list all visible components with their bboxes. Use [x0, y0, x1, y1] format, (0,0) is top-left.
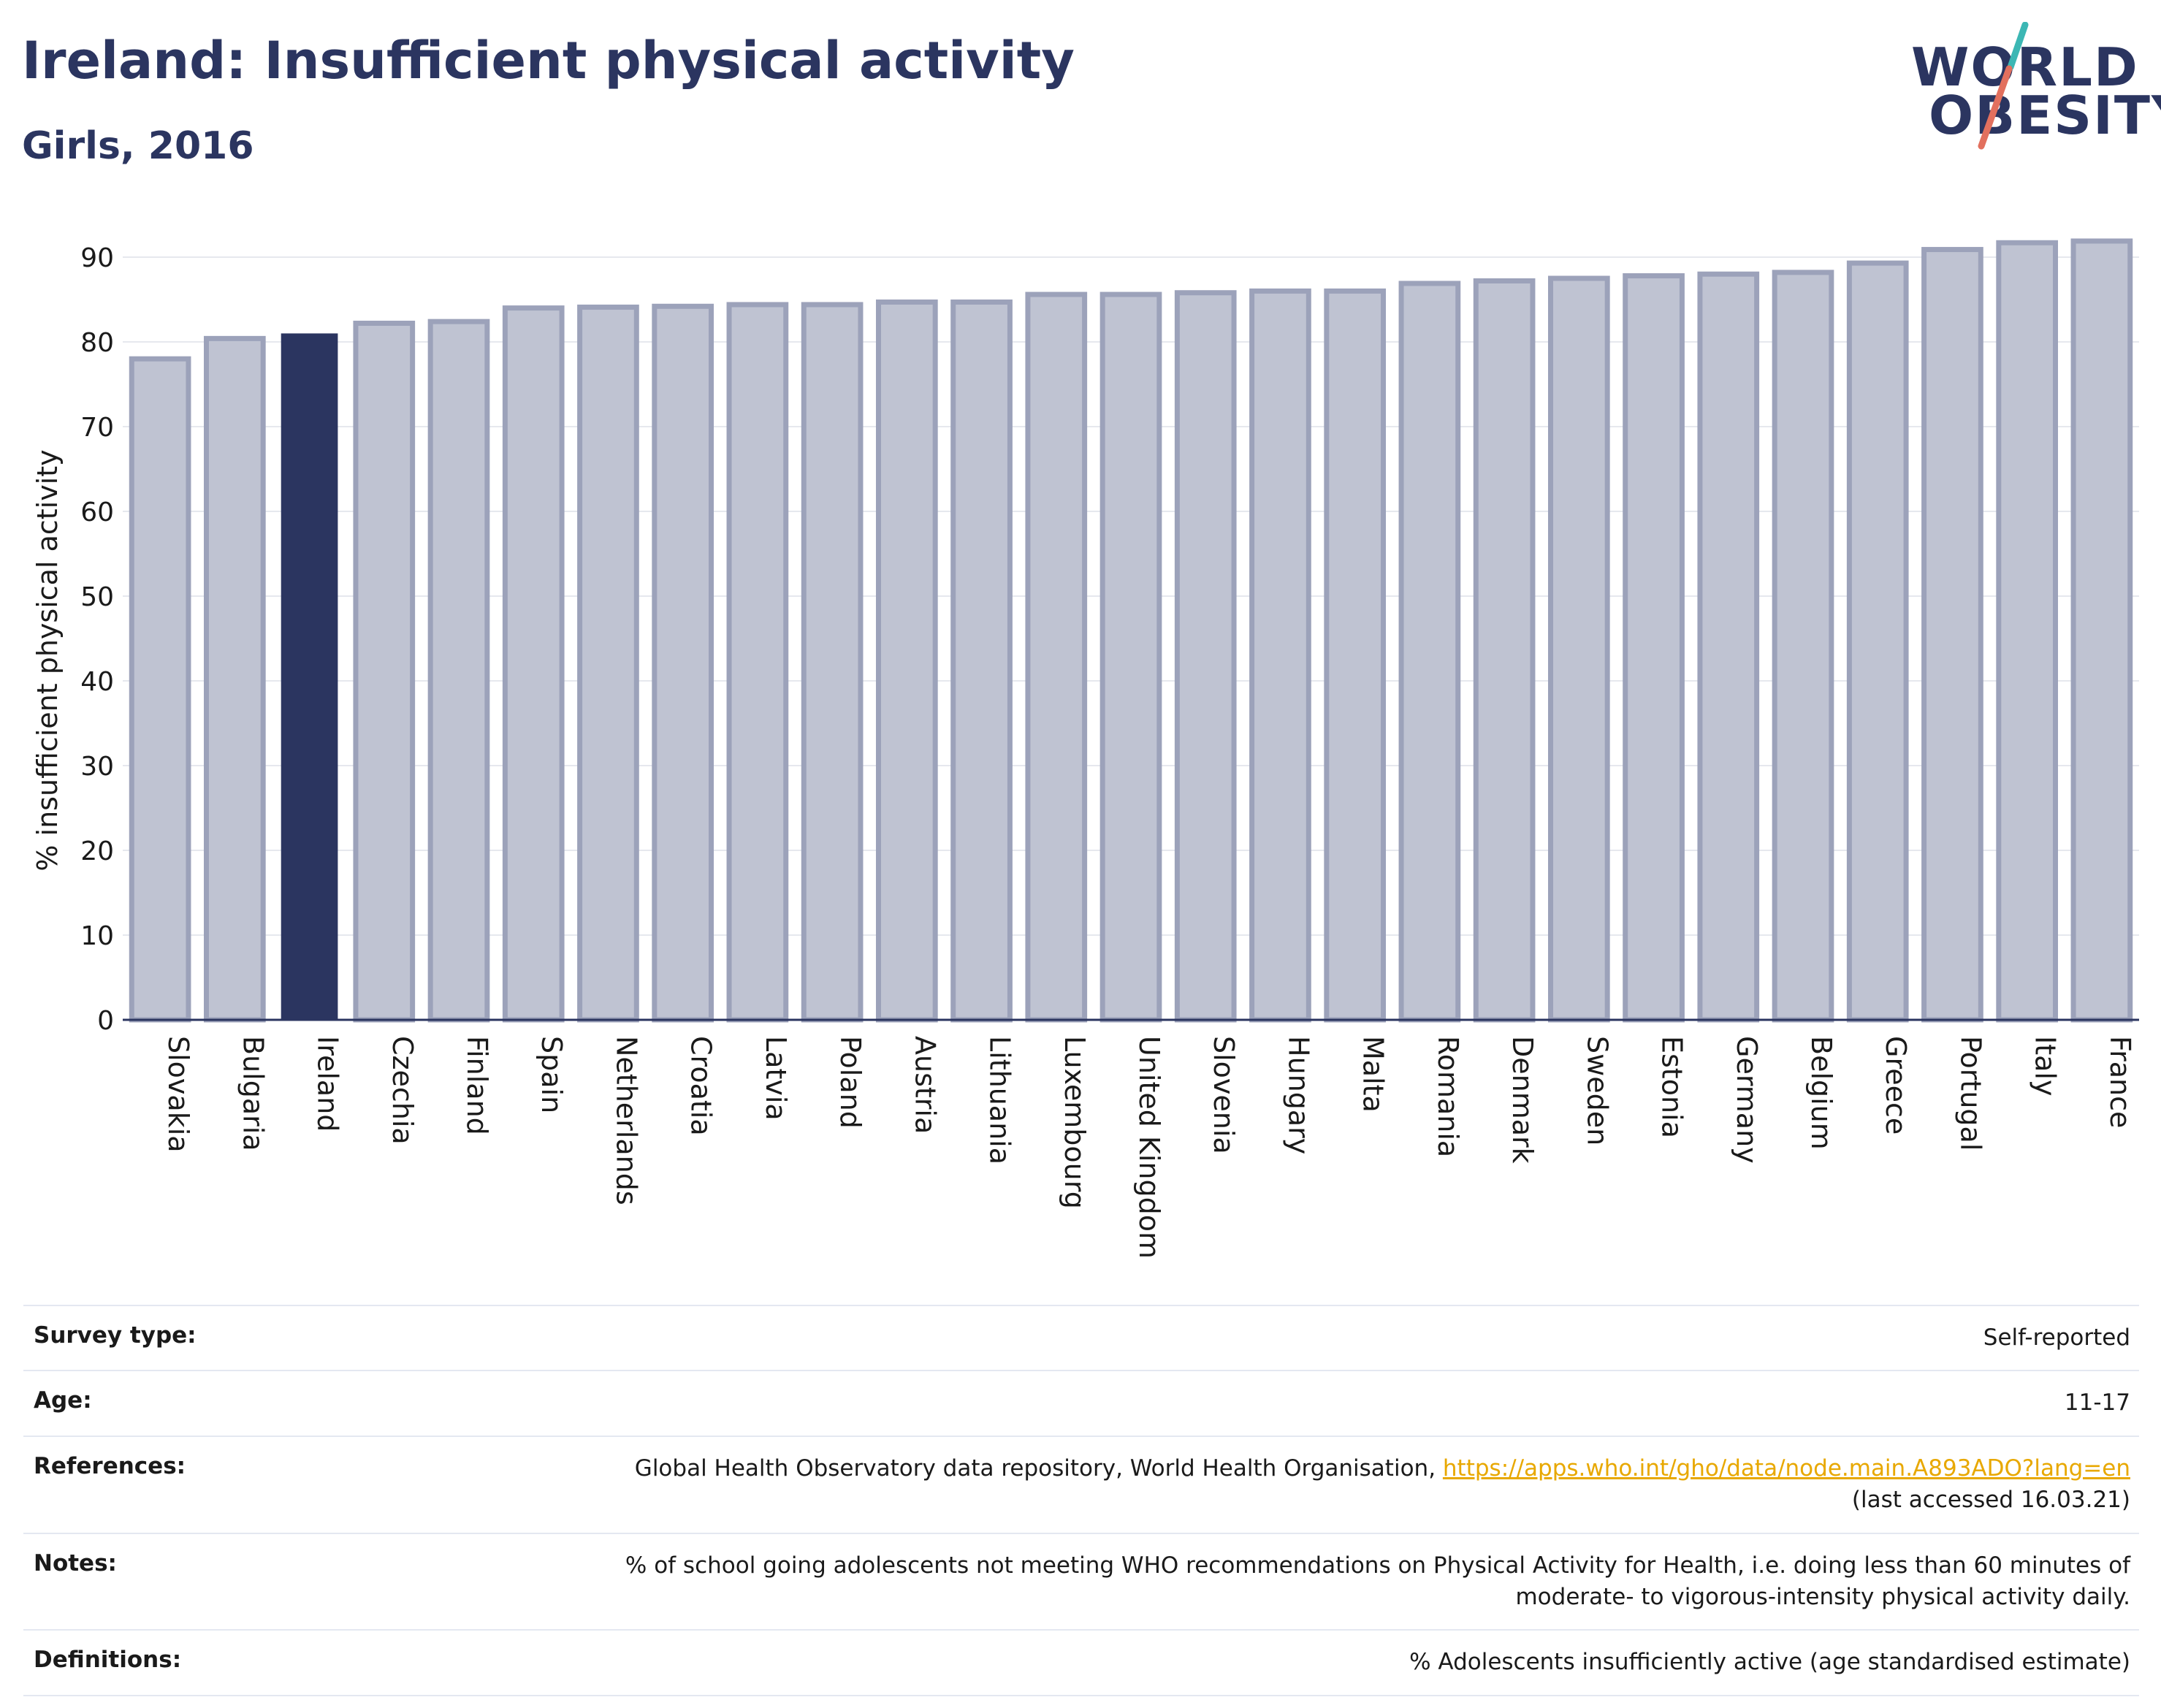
x-tick-label: Croatia [685, 1036, 717, 1136]
x-tick-label: Malta [1357, 1036, 1390, 1113]
y-tick-label: 70 [80, 413, 114, 443]
bar-slovenia [1174, 290, 1237, 1023]
x-tick-label: Finland [461, 1036, 493, 1135]
references-label: References: [34, 1452, 186, 1479]
bar-romania [1398, 281, 1461, 1023]
bar-denmark [1473, 278, 1536, 1023]
notes-label: Notes: [34, 1549, 117, 1577]
info-row-references: References: Global Health Observatory da… [23, 1435, 2139, 1533]
y-tick-label: 50 [80, 582, 114, 612]
notes-line-2: moderate- to vigorous-intensity physical… [1515, 1583, 2130, 1610]
bar-hungary [1249, 288, 1311, 1023]
x-tick-label: Austria [909, 1036, 941, 1134]
x-tick-label: Sweden [1581, 1036, 1613, 1145]
y-tick-label: 60 [80, 497, 114, 527]
logo-word-obesity: OBESITY [1929, 85, 2161, 146]
logo-slash-icon [1978, 22, 2029, 150]
bar-czechia [353, 320, 416, 1023]
age-label: Age: [34, 1387, 92, 1414]
x-tick-label: Belgium [1805, 1036, 1837, 1150]
x-tick-label: Slovakia [162, 1036, 194, 1153]
y-tick-label: 10 [80, 921, 114, 951]
bar-france [2070, 238, 2133, 1023]
info-row-age: Age: 11-17 [23, 1370, 2139, 1435]
references-link[interactable]: https://apps.who.int/gho/data/node.main.… [1442, 1455, 2130, 1482]
bar-lithuania [950, 299, 1013, 1023]
x-tick-label: Slovenia [1208, 1036, 1240, 1154]
x-tick-label: Denmark [1506, 1036, 1539, 1164]
x-tick-label: Hungary [1282, 1036, 1314, 1154]
bar-slovakia [129, 356, 191, 1023]
x-tick-label: Romania [1432, 1036, 1464, 1157]
bar-chart: 0 10 20 30 40 50 60 70 80 90 Slovakia Bulgaria Irel… [31, 238, 2139, 1259]
references-accessed: (last accessed 16.03.21) [1851, 1487, 2130, 1514]
bar-germany [1697, 271, 1760, 1023]
bar-portugal [1921, 247, 1983, 1023]
bar-luxembourg [1025, 291, 1088, 1023]
chart-title: Ireland: Insufficient physical activity [22, 31, 1075, 91]
x-tick-label: Greece [1880, 1036, 1912, 1135]
x-tick-label: Spain [536, 1036, 568, 1113]
definitions-label: Definitions: [34, 1647, 182, 1674]
survey-type-value: Self-reported [1983, 1324, 2130, 1351]
bar-austria [875, 299, 938, 1023]
world-obesity-logo: WORLD OBESITY [1899, 22, 2161, 153]
y-tick-label: 90 [80, 243, 114, 273]
info-row-notes: Notes: % of school going adolescents not… [23, 1532, 2139, 1630]
survey-type-label: Survey type: [34, 1322, 197, 1349]
x-tick-label: Luxembourg [1059, 1036, 1091, 1209]
bars [129, 238, 2133, 1023]
info-table: Survey type: Self-reported Age: 11-17 Re… [23, 1305, 2139, 1696]
x-axis-labels: Slovakia Bulgaria Ireland Czechia Finland Spa… [162, 1036, 2136, 1259]
chart-subtitle: Girls, 2016 [22, 124, 254, 168]
y-tick-label: 20 [80, 836, 114, 866]
references-value: Global Health Observatory data repositor… [635, 1453, 2130, 1517]
logo-word-world: WORLD [1911, 37, 2139, 98]
y-tick-label: 40 [80, 667, 114, 697]
x-tick-label: Netherlands [610, 1036, 642, 1205]
bar-united-kingdom [1099, 291, 1162, 1023]
y-tick-label: 0 [97, 1006, 114, 1036]
bar-latvia [726, 302, 789, 1023]
x-tick-label: Estonia [1656, 1036, 1688, 1138]
bar-croatia [652, 303, 714, 1023]
x-tick-label: United Kingdom [1133, 1036, 1165, 1259]
x-tick-label: Ireland [312, 1036, 344, 1132]
info-row-survey-type: Survey type: Self-reported [23, 1305, 2139, 1370]
y-axis-label: % insufficient physical activity [31, 449, 64, 871]
x-tick-label: Germany [1731, 1036, 1763, 1164]
bar-bulgaria [203, 335, 266, 1023]
notes-line-1: % of school going adolescents not meetin… [625, 1552, 2130, 1579]
bar-belgium [1772, 270, 1834, 1023]
x-tick-label: France [2104, 1036, 2136, 1128]
x-tick-label: Latvia [760, 1036, 792, 1121]
bar-netherlands [577, 304, 639, 1023]
x-tick-label: Poland [834, 1036, 866, 1129]
x-tick-label: Portugal [1954, 1036, 1986, 1151]
definitions-value: % Adolescents insufficiently active (age… [1409, 1649, 2130, 1676]
age-value: 11-17 [2064, 1389, 2130, 1417]
bar-greece [1846, 260, 1909, 1023]
x-tick-label: Italy [2029, 1036, 2062, 1096]
bar-sweden [1547, 275, 1610, 1023]
bar-ireland [281, 333, 338, 1020]
bar-estonia [1623, 273, 1685, 1023]
bar-italy [1996, 240, 2059, 1023]
y-tick-label: 30 [80, 752, 114, 782]
bar-malta [1324, 288, 1387, 1023]
info-row-definitions: Definitions: % Adolescents insufficientl… [23, 1629, 2139, 1696]
bar-poland [801, 302, 864, 1023]
x-tick-label: Lithuania [984, 1036, 1016, 1164]
y-axis-ticks: 0 10 20 30 40 50 60 70 80 90 [80, 243, 114, 1036]
y-tick-label: 80 [80, 328, 114, 358]
bar-finland [427, 319, 490, 1023]
x-tick-label: Bulgaria [237, 1036, 269, 1151]
bar-spain [502, 305, 565, 1023]
notes-value: % of school going adolescents not meetin… [625, 1550, 2130, 1614]
x-tick-label: Czechia [386, 1036, 419, 1145]
references-text: Global Health Observatory data repositor… [634, 1455, 1443, 1482]
